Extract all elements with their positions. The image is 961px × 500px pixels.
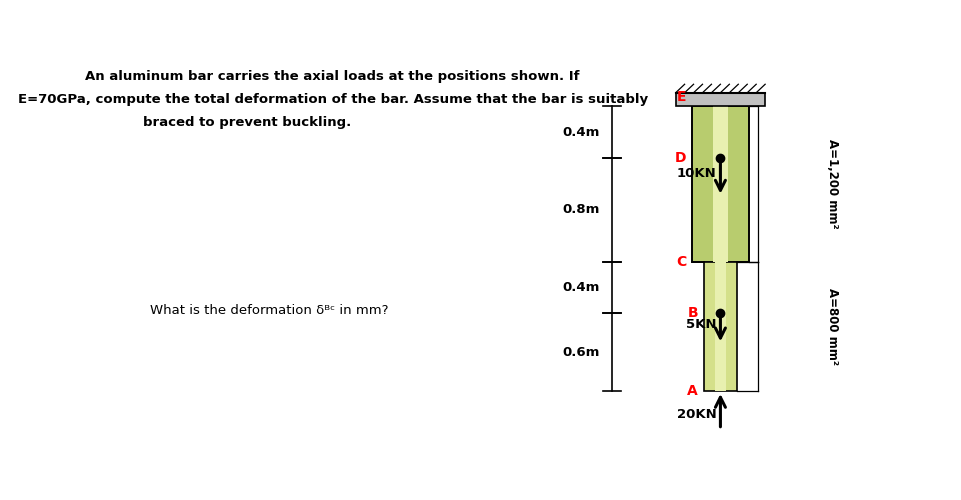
- Polygon shape: [714, 262, 725, 391]
- Text: A: A: [686, 384, 698, 398]
- Text: 10KN: 10KN: [677, 167, 716, 180]
- Polygon shape: [703, 262, 736, 391]
- Polygon shape: [691, 106, 748, 262]
- Text: C: C: [676, 254, 685, 268]
- Text: 0.6m: 0.6m: [561, 346, 599, 359]
- Text: 0.4m: 0.4m: [561, 126, 599, 138]
- Text: 0.8m: 0.8m: [561, 204, 599, 216]
- Text: 5KN: 5KN: [685, 318, 716, 332]
- Text: B: B: [687, 306, 698, 320]
- Bar: [675, 92, 764, 106]
- Text: A=1,200 mm²: A=1,200 mm²: [825, 139, 838, 228]
- Text: An aluminum bar carries the axial loads at the positions shown. If: An aluminum bar carries the axial loads …: [86, 70, 579, 82]
- Text: A=800 mm²: A=800 mm²: [825, 288, 838, 365]
- Text: braced to prevent buckling.: braced to prevent buckling.: [142, 116, 351, 129]
- Text: 20KN: 20KN: [677, 408, 716, 420]
- Text: E: E: [676, 90, 685, 104]
- Text: D: D: [674, 151, 685, 165]
- Polygon shape: [712, 106, 727, 262]
- Polygon shape: [691, 106, 698, 262]
- Text: E=70GPa, compute the total deformation of the bar. Assume that the bar is suitab: E=70GPa, compute the total deformation o…: [17, 92, 647, 106]
- Text: What is the deformation δᴮᶜ in mm?: What is the deformation δᴮᶜ in mm?: [150, 304, 388, 317]
- Text: 0.4m: 0.4m: [561, 281, 599, 294]
